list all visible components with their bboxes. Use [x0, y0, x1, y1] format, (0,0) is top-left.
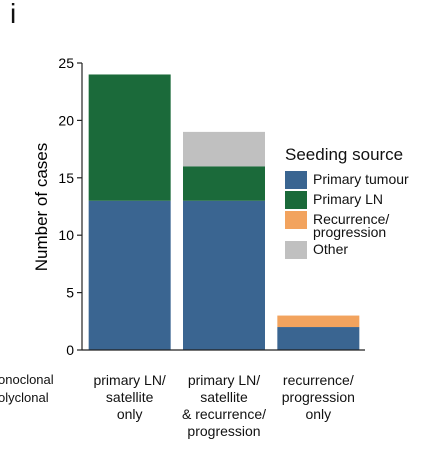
legend-label: Primary tumour — [313, 171, 409, 187]
bar-segment — [88, 200, 171, 350]
bar-segment — [277, 315, 360, 328]
legend-label: Recurrence/ progression — [313, 211, 390, 240]
y-tick-label: 5 — [66, 285, 74, 301]
legend-label: Other — [313, 241, 349, 257]
panel-letter: i — [10, 0, 17, 29]
y-tick-label: 15 — [58, 170, 74, 186]
legend: Seeding source Primary tumour Primary LN R… — [285, 145, 409, 261]
x-category-label: primary LN/ satellite & recurrence/ prog… — [181, 372, 267, 439]
legend-item: Other — [285, 241, 409, 259]
legend-item: Recurrence/ progression — [285, 211, 409, 239]
y-tick-label: 10 — [58, 227, 74, 243]
bars-group — [88, 74, 360, 350]
y-tick-label: 0 — [66, 342, 74, 358]
legend-swatch — [285, 191, 307, 209]
y-tick-label: 25 — [58, 55, 74, 71]
legend-swatch — [285, 211, 307, 229]
y-axis-label: Number of cases — [32, 143, 51, 272]
bar-segment — [88, 74, 171, 201]
bar-segment — [183, 166, 265, 201]
y-ticks-group: 0 5 10 15 20 25 — [58, 55, 82, 358]
y-tick-label: 20 — [58, 112, 74, 128]
bar-segment — [277, 327, 360, 350]
legend-title: Seeding source — [285, 145, 404, 164]
legend-item: Primary tumour — [285, 171, 409, 189]
side-label-polyclonal: olyclonal — [0, 390, 49, 405]
side-label-monoclonal: onoclonal — [0, 372, 54, 387]
legend-swatch — [285, 171, 307, 189]
legend-label: Primary LN — [313, 191, 384, 207]
x-category-label: primary LN/ satellite only — [93, 372, 166, 422]
legend-swatch — [285, 241, 307, 259]
bar-segment — [183, 131, 265, 167]
bar-segment — [183, 200, 265, 350]
legend-item: Primary LN — [285, 191, 409, 209]
x-category-label: recurrence/ progression only — [281, 372, 355, 422]
